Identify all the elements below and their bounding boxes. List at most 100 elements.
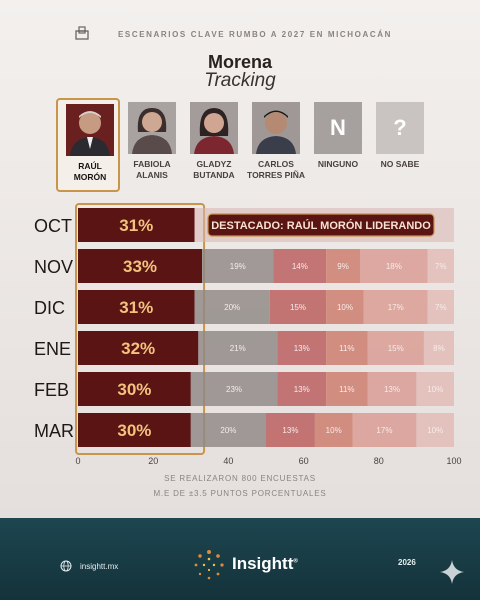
annotation-badge: [207, 213, 435, 237]
ballot-box-icon: [75, 26, 89, 40]
bar-segment: [416, 413, 454, 447]
bar-value-label: 15%: [290, 303, 306, 312]
bar-segment: [269, 290, 327, 324]
bar-segment: [78, 331, 199, 365]
bar-value-label: 10%: [326, 426, 342, 435]
x-tick-label: 40: [223, 456, 233, 466]
bar-value-label: 21%: [230, 344, 246, 353]
candidate-name: CARLOS TORRES PIÑA: [247, 159, 305, 180]
bar-segment: [423, 331, 454, 365]
bar-segment: [198, 331, 278, 365]
candidate-name: FABIOLA ALANIS: [133, 159, 171, 180]
bar-value-label: 20%: [220, 426, 236, 435]
bar-segment: [78, 249, 203, 283]
bar-segment: [78, 413, 191, 447]
bar-segment: [416, 372, 454, 406]
footnote-sample: SE REALIZARON 800 ENCUESTAS: [164, 474, 316, 483]
bar-segment: [427, 290, 454, 324]
month-label: FEB: [34, 380, 69, 400]
party-title: Morena: [207, 52, 272, 72]
bar-value-label: 30%: [117, 380, 151, 399]
candidate-ninguno[interactable]: N NINGUNO: [308, 102, 368, 170]
highlight-column-frame: [75, 203, 206, 455]
bar-segment: [194, 290, 270, 324]
chart-subtitle: Tracking: [204, 70, 276, 91]
person-photo-icon: [190, 102, 238, 154]
candidate-torres[interactable]: CARLOS TORRES PIÑA: [246, 102, 306, 181]
bar-segment: [202, 249, 274, 283]
x-tick-label: 20: [148, 456, 158, 466]
x-tick-label: 0: [75, 456, 80, 466]
bar-value-label: 33%: [123, 257, 157, 276]
candidate-row: RAÚL MORÓN FABIOLA ALANIS GLADYZ BUTANDA: [56, 98, 430, 194]
bar-segment: [78, 372, 191, 406]
month-label: OCT: [34, 216, 72, 236]
avatar: [190, 102, 238, 154]
bar-value-label: 18%: [386, 262, 402, 271]
bar-segment: [266, 413, 315, 447]
x-tick-label: 60: [299, 456, 309, 466]
bar-value-label: 32%: [121, 339, 155, 358]
report-title: ESCENARIOS CLAVE RUMBO A 2027 EN MICHOAC…: [117, 30, 393, 39]
bar-segment: [367, 372, 417, 406]
no-sabe-icon: ?: [376, 102, 424, 154]
bar-value-label: 10%: [427, 385, 443, 394]
insightt-logo-icon: [194, 550, 224, 580]
annotation-text: DESTACADO: RAÚL MORÓN LIDERANDO: [211, 219, 431, 232]
bar-value-label: 7%: [435, 262, 447, 271]
candidate-name: GLADYZ BUTANDA: [193, 159, 235, 180]
candidate-name: NO SABE: [380, 159, 420, 169]
candidate-moron[interactable]: RAÚL MORÓN: [56, 98, 120, 192]
person-photo-icon: [128, 102, 176, 154]
bar-segment: [326, 372, 368, 406]
stacked-bar-chart: OCT 31% NOV 33% 19% 14% 9% 18% 7% DIC 31% 20% 15% 10%…: [34, 203, 462, 466]
person-photo-icon: [252, 102, 300, 154]
candidate-name: NINGUNO: [317, 159, 359, 169]
month-label: ENE: [34, 339, 71, 359]
x-tick-label: 100: [446, 456, 461, 466]
bar-value-label: 19%: [230, 262, 246, 271]
footnote-margin: M.E DE ±3.5 PUNTOS PORCENTUALES: [153, 489, 327, 498]
bar-segment: [78, 208, 195, 242]
candidate-butanda[interactable]: GLADYZ BUTANDA: [184, 102, 244, 181]
ninguno-icon: N: [314, 102, 362, 154]
bar-value-label: 7%: [435, 303, 447, 312]
website-link[interactable]: insightt.mx: [80, 562, 119, 571]
avatar: [128, 102, 176, 154]
month-label: NOV: [34, 257, 73, 277]
bar-value-label: 13%: [384, 385, 400, 394]
bar-value-label: 23%: [226, 385, 242, 394]
bar-value-label: 20%: [224, 303, 240, 312]
year: 2026: [398, 558, 416, 567]
candidate-no-sabe[interactable]: ? NO SABE: [370, 102, 430, 170]
sparkle-icon: [440, 560, 464, 584]
bar-value-label: 15%: [388, 344, 404, 353]
bar-value-label: 31%: [119, 298, 153, 317]
bar-value-label: 17%: [388, 303, 404, 312]
bar-value-label: 31%: [119, 216, 153, 235]
footer: insightt.mx Insightt® 2026: [0, 518, 480, 600]
bar-value-label: 10%: [427, 426, 443, 435]
bar-segment: [277, 331, 327, 365]
bar-segment: [367, 331, 424, 365]
bar-value-label: 17%: [376, 426, 392, 435]
bar-value-label: 11%: [339, 385, 354, 394]
bar-value-label: 11%: [339, 344, 354, 353]
month-label: MAR: [34, 421, 74, 441]
bar-value-label: 13%: [294, 344, 310, 353]
candidate-name: RAÚL MORÓN: [73, 161, 107, 182]
bar-segment: [326, 290, 364, 324]
month-label: DIC: [34, 298, 65, 318]
bar-segment: [273, 249, 327, 283]
bar-value-label: 30%: [117, 421, 151, 440]
bar-segment: [427, 249, 454, 283]
bar-segment: [326, 249, 360, 283]
bar-segment: [352, 413, 417, 447]
candidate-alanis[interactable]: FABIOLA ALANIS: [122, 102, 182, 181]
bar-segment: [277, 372, 327, 406]
bar-value-label: 13%: [294, 385, 310, 394]
bar-segment: [190, 413, 266, 447]
globe-icon: [60, 560, 72, 572]
bar-segment: [78, 290, 195, 324]
bar-value-label: 9%: [337, 262, 349, 271]
